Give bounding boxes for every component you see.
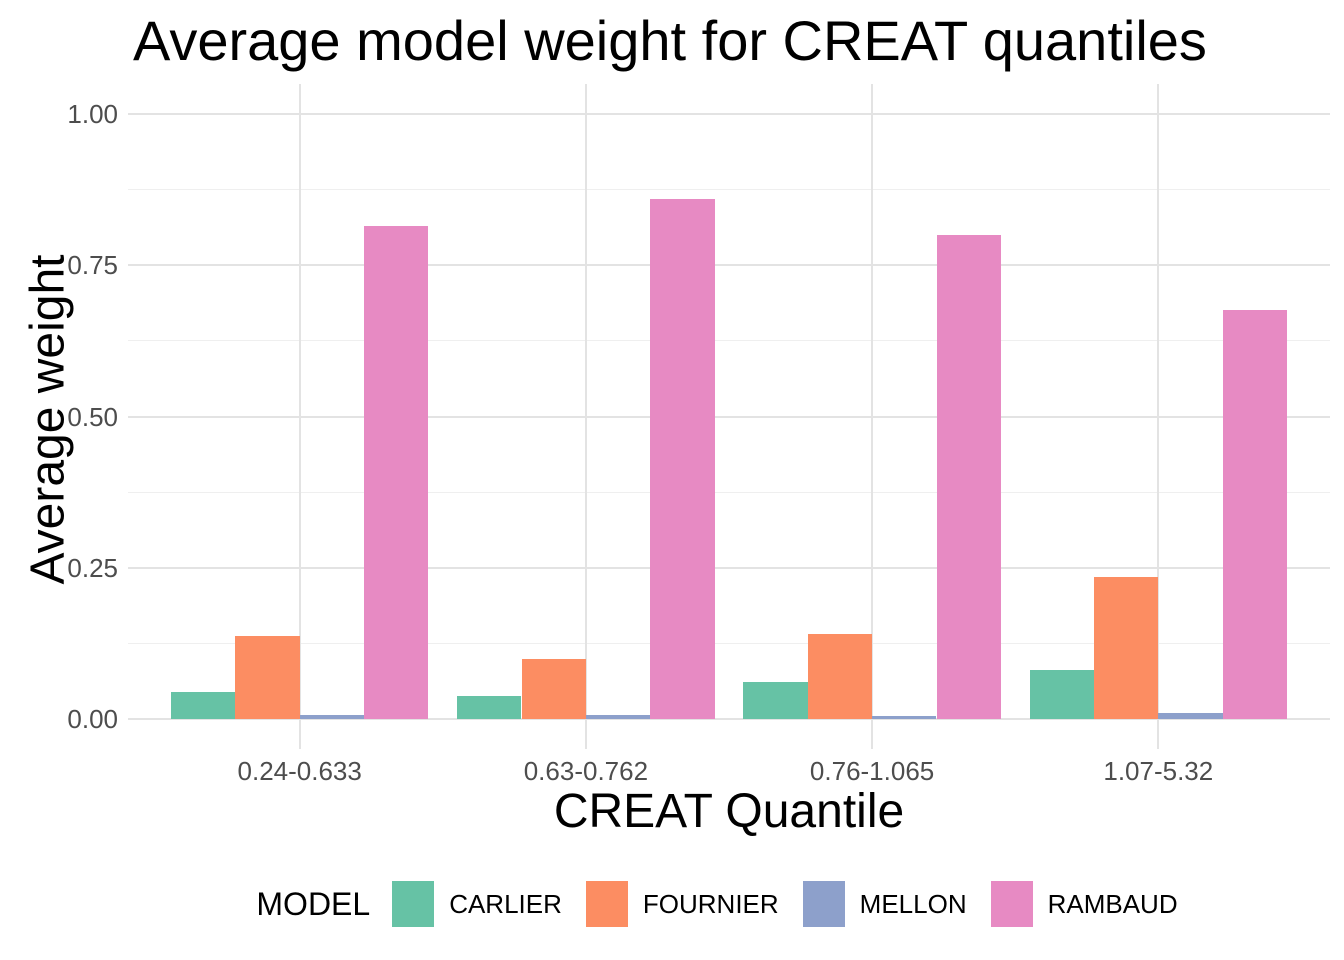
legend-swatch-rambaud	[990, 881, 1033, 927]
major-gridline	[128, 415, 1330, 418]
minor-gridline	[128, 340, 1330, 342]
legend-entry-fournier: FOURNIER	[585, 881, 779, 927]
bar-rambaud	[650, 198, 715, 719]
bar-rambaud	[1222, 309, 1288, 719]
x-tick-label: 1.07-5.32	[1103, 756, 1214, 786]
major-gridline-vertical	[871, 84, 874, 749]
bar-mellon	[299, 715, 365, 719]
bar-carlier	[743, 681, 808, 719]
bar-mellon	[585, 715, 651, 719]
y-tick-label: 0.00	[67, 703, 118, 734]
bar-fournier	[1093, 577, 1159, 719]
minor-gridline	[128, 642, 1330, 644]
legend: MODEL CARLIER FOURNIER MELLON RAMBAUD	[128, 874, 1330, 934]
minor-gridline	[128, 491, 1330, 493]
minor-gridline	[128, 189, 1330, 191]
major-gridline-vertical	[1157, 84, 1160, 749]
y-tick-label: 0.50	[67, 401, 118, 432]
bar-mellon	[872, 715, 937, 719]
bar-fournier	[807, 634, 873, 719]
bar-carlier	[1029, 669, 1094, 719]
legend-swatch-mellon	[802, 881, 845, 927]
y-tick-label: 1.00	[67, 99, 118, 130]
legend-label: MELLON	[859, 888, 967, 919]
major-gridline-vertical	[584, 84, 587, 749]
bar-fournier	[521, 658, 586, 719]
major-gridline	[128, 113, 1330, 116]
legend-entry-mellon: MELLON	[802, 881, 967, 927]
plot-panel	[128, 84, 1330, 749]
legend-swatch-carlier	[392, 881, 435, 927]
bar-carlier	[457, 695, 522, 719]
x-tick-label: 0.76-1.065	[809, 756, 935, 786]
x-tick-label: 0.63-0.762	[523, 756, 649, 786]
x-tick-label: 0.24-0.633	[237, 756, 362, 786]
x-axis-title: CREAT Quantile	[553, 785, 905, 838]
legend-label: FOURNIER	[642, 888, 779, 919]
legend-label: RAMBAUD	[1047, 888, 1178, 919]
major-gridline-vertical	[298, 84, 301, 749]
bar-carlier	[170, 692, 236, 719]
bar-rambaud	[364, 225, 429, 719]
bar-rambaud	[936, 235, 1001, 719]
legend-entry-carlier: CARLIER	[392, 881, 562, 927]
legend-entry-rambaud: RAMBAUD	[990, 881, 1178, 927]
legend-label: CARLIER	[449, 888, 562, 919]
major-gridline	[128, 717, 1330, 720]
major-gridline	[128, 264, 1330, 267]
bar-mellon	[1158, 713, 1223, 719]
legend-items: CARLIER FOURNIER MELLON RAMBAUD	[392, 881, 1201, 927]
legend-title: MODEL	[256, 885, 371, 922]
bar-fournier	[235, 635, 300, 719]
major-gridline	[128, 566, 1330, 569]
legend-swatch-fournier	[585, 881, 628, 927]
chart-title: Average model weight for CREAT quantiles	[133, 9, 1207, 72]
y-tick-label: 0.25	[67, 552, 118, 583]
y-tick-label: 0.75	[67, 250, 118, 281]
